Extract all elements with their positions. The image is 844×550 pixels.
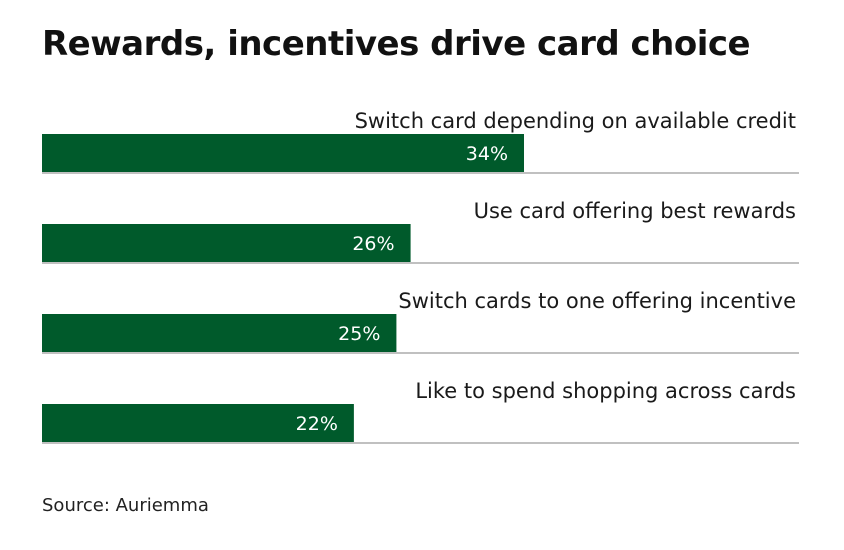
- category-label: Like to spend shopping across cards: [415, 379, 796, 403]
- value-label: 34%: [466, 143, 508, 165]
- value-label: 22%: [296, 413, 338, 435]
- bar: [42, 224, 411, 262]
- category-label: Use card offering best rewards: [474, 199, 796, 223]
- source-note: Source: Auriemma: [42, 495, 209, 516]
- bar: [42, 134, 524, 172]
- bar: [42, 404, 354, 442]
- category-label: Switch card depending on available credi…: [355, 109, 796, 133]
- bar-chart: Switch card depending on available credi…: [42, 109, 799, 444]
- value-label: 26%: [352, 233, 394, 255]
- category-label: Switch cards to one offering incentive: [398, 289, 796, 313]
- value-label: 25%: [338, 323, 380, 345]
- bar: [42, 314, 397, 352]
- chart-title: Rewards, incentives drive card choice: [42, 24, 751, 64]
